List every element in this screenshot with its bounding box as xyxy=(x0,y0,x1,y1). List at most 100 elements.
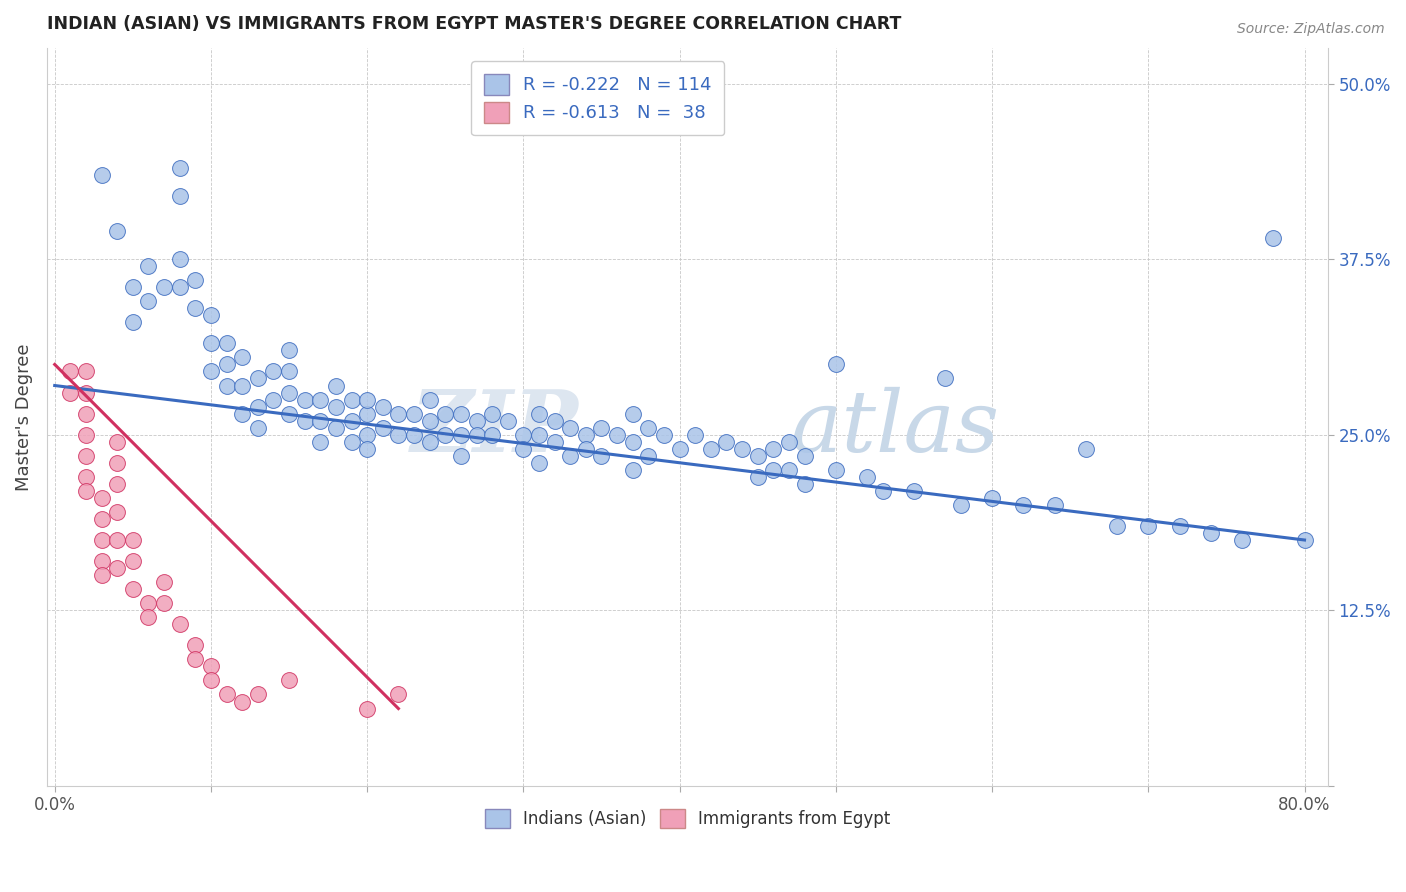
Point xyxy=(560,449,582,463)
Point xyxy=(716,434,738,449)
Point xyxy=(231,351,253,365)
Point xyxy=(527,407,550,421)
Text: Source: ZipAtlas.com: Source: ZipAtlas.com xyxy=(1237,22,1385,37)
Point xyxy=(90,168,112,182)
Point xyxy=(75,364,97,378)
Point xyxy=(75,483,97,498)
Point xyxy=(496,414,519,428)
Point xyxy=(278,343,301,358)
Point xyxy=(294,414,316,428)
Point xyxy=(637,420,659,434)
Point xyxy=(184,273,207,287)
Point xyxy=(75,427,97,442)
Point xyxy=(200,308,222,322)
Point xyxy=(621,434,644,449)
Point xyxy=(731,442,754,456)
Point xyxy=(325,420,347,434)
Point xyxy=(278,364,301,378)
Point xyxy=(340,392,363,407)
Point xyxy=(512,442,534,456)
Point xyxy=(309,392,332,407)
Point xyxy=(419,414,441,428)
Point xyxy=(169,617,191,632)
Point xyxy=(481,407,503,421)
Point xyxy=(450,427,472,442)
Point xyxy=(200,336,222,351)
Point xyxy=(1263,231,1285,245)
Point xyxy=(402,427,425,442)
Point xyxy=(450,449,472,463)
Point xyxy=(543,434,565,449)
Point xyxy=(591,449,613,463)
Point xyxy=(824,463,846,477)
Point xyxy=(872,483,894,498)
Text: ZIP: ZIP xyxy=(411,386,578,470)
Point xyxy=(215,358,238,372)
Point xyxy=(200,659,222,673)
Point xyxy=(90,554,112,568)
Point xyxy=(169,280,191,294)
Point xyxy=(105,224,128,238)
Point xyxy=(105,505,128,519)
Point xyxy=(340,414,363,428)
Point xyxy=(762,442,785,456)
Point xyxy=(59,364,82,378)
Point xyxy=(450,407,472,421)
Point xyxy=(465,427,488,442)
Point xyxy=(340,434,363,449)
Point xyxy=(231,694,253,708)
Point xyxy=(278,673,301,688)
Point xyxy=(138,610,160,624)
Point xyxy=(105,561,128,575)
Point xyxy=(387,407,409,421)
Point xyxy=(856,470,879,484)
Point xyxy=(309,434,332,449)
Point xyxy=(215,688,238,702)
Point xyxy=(105,456,128,470)
Point xyxy=(231,378,253,392)
Point xyxy=(778,434,800,449)
Point xyxy=(75,385,97,400)
Point xyxy=(356,392,378,407)
Point xyxy=(153,280,176,294)
Point xyxy=(231,407,253,421)
Point xyxy=(621,463,644,477)
Point xyxy=(262,364,284,378)
Point xyxy=(325,378,347,392)
Point xyxy=(138,294,160,309)
Point xyxy=(652,427,675,442)
Point xyxy=(793,476,815,491)
Point xyxy=(591,420,613,434)
Point xyxy=(824,358,846,372)
Point xyxy=(934,371,956,385)
Point xyxy=(246,688,269,702)
Point xyxy=(121,554,143,568)
Point xyxy=(90,512,112,526)
Point xyxy=(1137,519,1160,533)
Point xyxy=(59,385,82,400)
Point xyxy=(606,427,628,442)
Point xyxy=(184,638,207,652)
Point xyxy=(121,315,143,329)
Point xyxy=(215,378,238,392)
Point xyxy=(105,533,128,547)
Point xyxy=(560,420,582,434)
Point xyxy=(121,582,143,596)
Text: atlas: atlas xyxy=(790,387,1000,469)
Point xyxy=(75,407,97,421)
Y-axis label: Master's Degree: Master's Degree xyxy=(15,343,32,491)
Point xyxy=(543,414,565,428)
Point xyxy=(169,252,191,266)
Point xyxy=(356,407,378,421)
Point xyxy=(1294,533,1316,547)
Point xyxy=(747,470,769,484)
Point xyxy=(138,259,160,273)
Point xyxy=(75,470,97,484)
Point xyxy=(200,673,222,688)
Point xyxy=(949,498,972,512)
Point xyxy=(903,483,925,498)
Point xyxy=(153,596,176,610)
Point xyxy=(1230,533,1253,547)
Point xyxy=(169,161,191,175)
Point xyxy=(527,427,550,442)
